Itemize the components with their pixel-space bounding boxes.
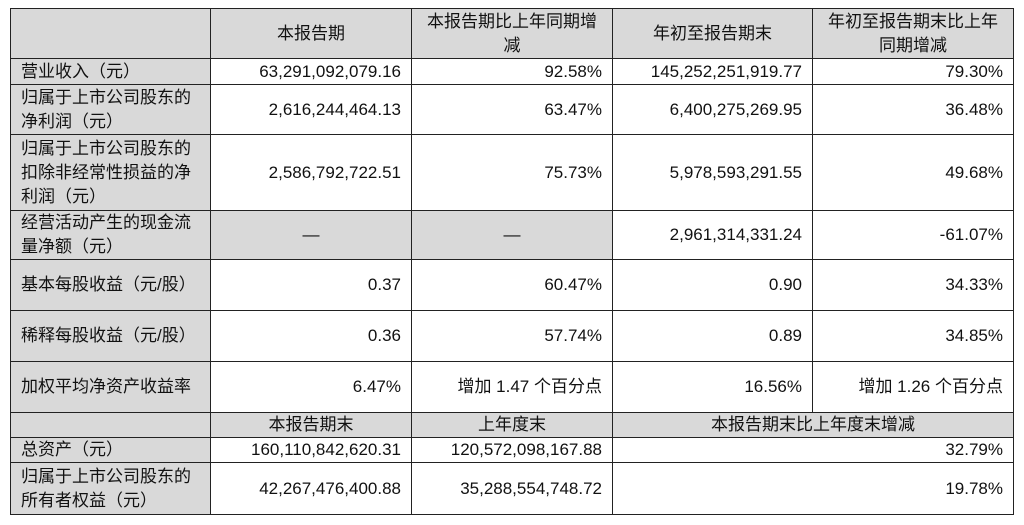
subheader-row: 本报告期末 上年度末 本报告期末比上年度末增减 bbox=[10, 412, 1014, 438]
cell-value: 79.30% bbox=[812, 58, 1014, 85]
cell-value: 0.36 bbox=[210, 310, 412, 362]
row-label: 归属于上市公司股东的净利润（元） bbox=[10, 84, 211, 135]
cell-value: 160,110,842,620.31 bbox=[210, 437, 412, 463]
cell-value: 34.33% bbox=[812, 259, 1014, 311]
row-label: 加权平均净资产收益率 bbox=[10, 361, 211, 413]
cell-value: 5,978,593,291.55 bbox=[612, 134, 813, 211]
row-label: 经营活动产生的现金流量净额（元） bbox=[10, 210, 211, 260]
cell-value: 增加 1.47 个百分点 bbox=[411, 361, 613, 413]
cell-value-dash: — bbox=[411, 210, 613, 260]
cell-value: 增加 1.26 个百分点 bbox=[812, 361, 1014, 413]
cell-value: 60.47% bbox=[411, 259, 613, 311]
cell-value: 32.79% bbox=[612, 437, 1014, 463]
subheader-cell-empty bbox=[10, 412, 211, 438]
row-label: 稀释每股收益（元/股） bbox=[10, 310, 211, 362]
header-ytd: 年初至报告期末 bbox=[612, 8, 813, 59]
cell-value: 16.56% bbox=[612, 361, 813, 413]
subheader-change: 本报告期末比上年度末增减 bbox=[612, 412, 1014, 438]
cell-value: 75.73% bbox=[411, 134, 613, 211]
cell-value: 2,616,244,464.13 bbox=[210, 84, 412, 135]
row-label: 总资产（元） bbox=[10, 437, 211, 463]
row-label: 基本每股收益（元/股） bbox=[10, 259, 211, 311]
cell-value: 2,586,792,722.51 bbox=[210, 134, 412, 211]
row-label: 营业收入（元） bbox=[10, 58, 211, 85]
subheader-prior-year-end: 上年度末 bbox=[411, 412, 613, 438]
cell-value: 92.58% bbox=[411, 58, 613, 85]
financial-summary-table: 本报告期 本报告期比上年同期增减 年初至报告期末 年初至报告期末比上年同期增减 … bbox=[10, 8, 1014, 515]
header-cell-empty bbox=[10, 8, 211, 59]
cell-value-dash: — bbox=[210, 210, 412, 260]
cell-value: 63.47% bbox=[411, 84, 613, 135]
cell-value: 0.89 bbox=[612, 310, 813, 362]
cell-value: 35,288,554,748.72 bbox=[411, 462, 613, 515]
table-row: 稀释每股收益（元/股） 0.36 57.74% 0.89 34.85% bbox=[10, 310, 1014, 362]
subheader-period-end: 本报告期末 bbox=[210, 412, 412, 438]
table-row: 营业收入（元） 63,291,092,079.16 92.58% 145,252… bbox=[10, 58, 1014, 85]
row-label: 归属于上市公司股东的扣除非经常性损益的净利润（元） bbox=[10, 134, 211, 211]
header-ytd-yoy: 年初至报告期末比上年同期增减 bbox=[812, 8, 1014, 59]
table-row: 归属于上市公司股东的扣除非经常性损益的净利润（元） 2,586,792,722.… bbox=[10, 134, 1014, 211]
cell-value: 0.37 bbox=[210, 259, 412, 311]
cell-value: 6,400,275,269.95 bbox=[612, 84, 813, 135]
cell-value: 34.85% bbox=[812, 310, 1014, 362]
table-row: 归属于上市公司股东的净利润（元） 2,616,244,464.13 63.47%… bbox=[10, 84, 1014, 135]
cell-value: 63,291,092,079.16 bbox=[210, 58, 412, 85]
table-row: 加权平均净资产收益率 6.47% 增加 1.47 个百分点 16.56% 增加 … bbox=[10, 361, 1014, 413]
header-current-period: 本报告期 bbox=[210, 8, 412, 59]
cell-value: 42,267,476,400.88 bbox=[210, 462, 412, 515]
table-row: 经营活动产生的现金流量净额（元） — — 2,961,314,331.24 -6… bbox=[10, 210, 1014, 260]
cell-value: 2,961,314,331.24 bbox=[612, 210, 813, 260]
cell-value: 145,252,251,919.77 bbox=[612, 58, 813, 85]
table-row: 总资产（元） 160,110,842,620.31 120,572,098,16… bbox=[10, 437, 1014, 463]
row-label: 归属于上市公司股东的所有者权益（元） bbox=[10, 462, 211, 515]
cell-value: 19.78% bbox=[612, 462, 1014, 515]
cell-value: 120,572,098,167.88 bbox=[411, 437, 613, 463]
header-row: 本报告期 本报告期比上年同期增减 年初至报告期末 年初至报告期末比上年同期增减 bbox=[10, 8, 1014, 59]
table-row: 基本每股收益（元/股） 0.37 60.47% 0.90 34.33% bbox=[10, 259, 1014, 311]
cell-value: 6.47% bbox=[210, 361, 412, 413]
cell-value: 36.48% bbox=[812, 84, 1014, 135]
cell-value: -61.07% bbox=[812, 210, 1014, 260]
cell-value: 0.90 bbox=[612, 259, 813, 311]
cell-value: 49.68% bbox=[812, 134, 1014, 211]
header-current-period-yoy: 本报告期比上年同期增减 bbox=[411, 8, 613, 59]
table-row: 归属于上市公司股东的所有者权益（元） 42,267,476,400.88 35,… bbox=[10, 462, 1014, 515]
cell-value: 57.74% bbox=[411, 310, 613, 362]
